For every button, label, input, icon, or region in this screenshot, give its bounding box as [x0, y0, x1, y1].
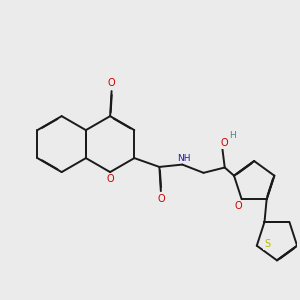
Text: O: O	[235, 201, 243, 211]
Text: O: O	[108, 78, 116, 88]
Text: O: O	[106, 174, 114, 184]
Text: NH: NH	[177, 154, 190, 163]
Text: O: O	[157, 194, 165, 204]
Text: H: H	[230, 130, 236, 140]
Text: S: S	[264, 239, 270, 249]
Text: O: O	[221, 138, 229, 148]
